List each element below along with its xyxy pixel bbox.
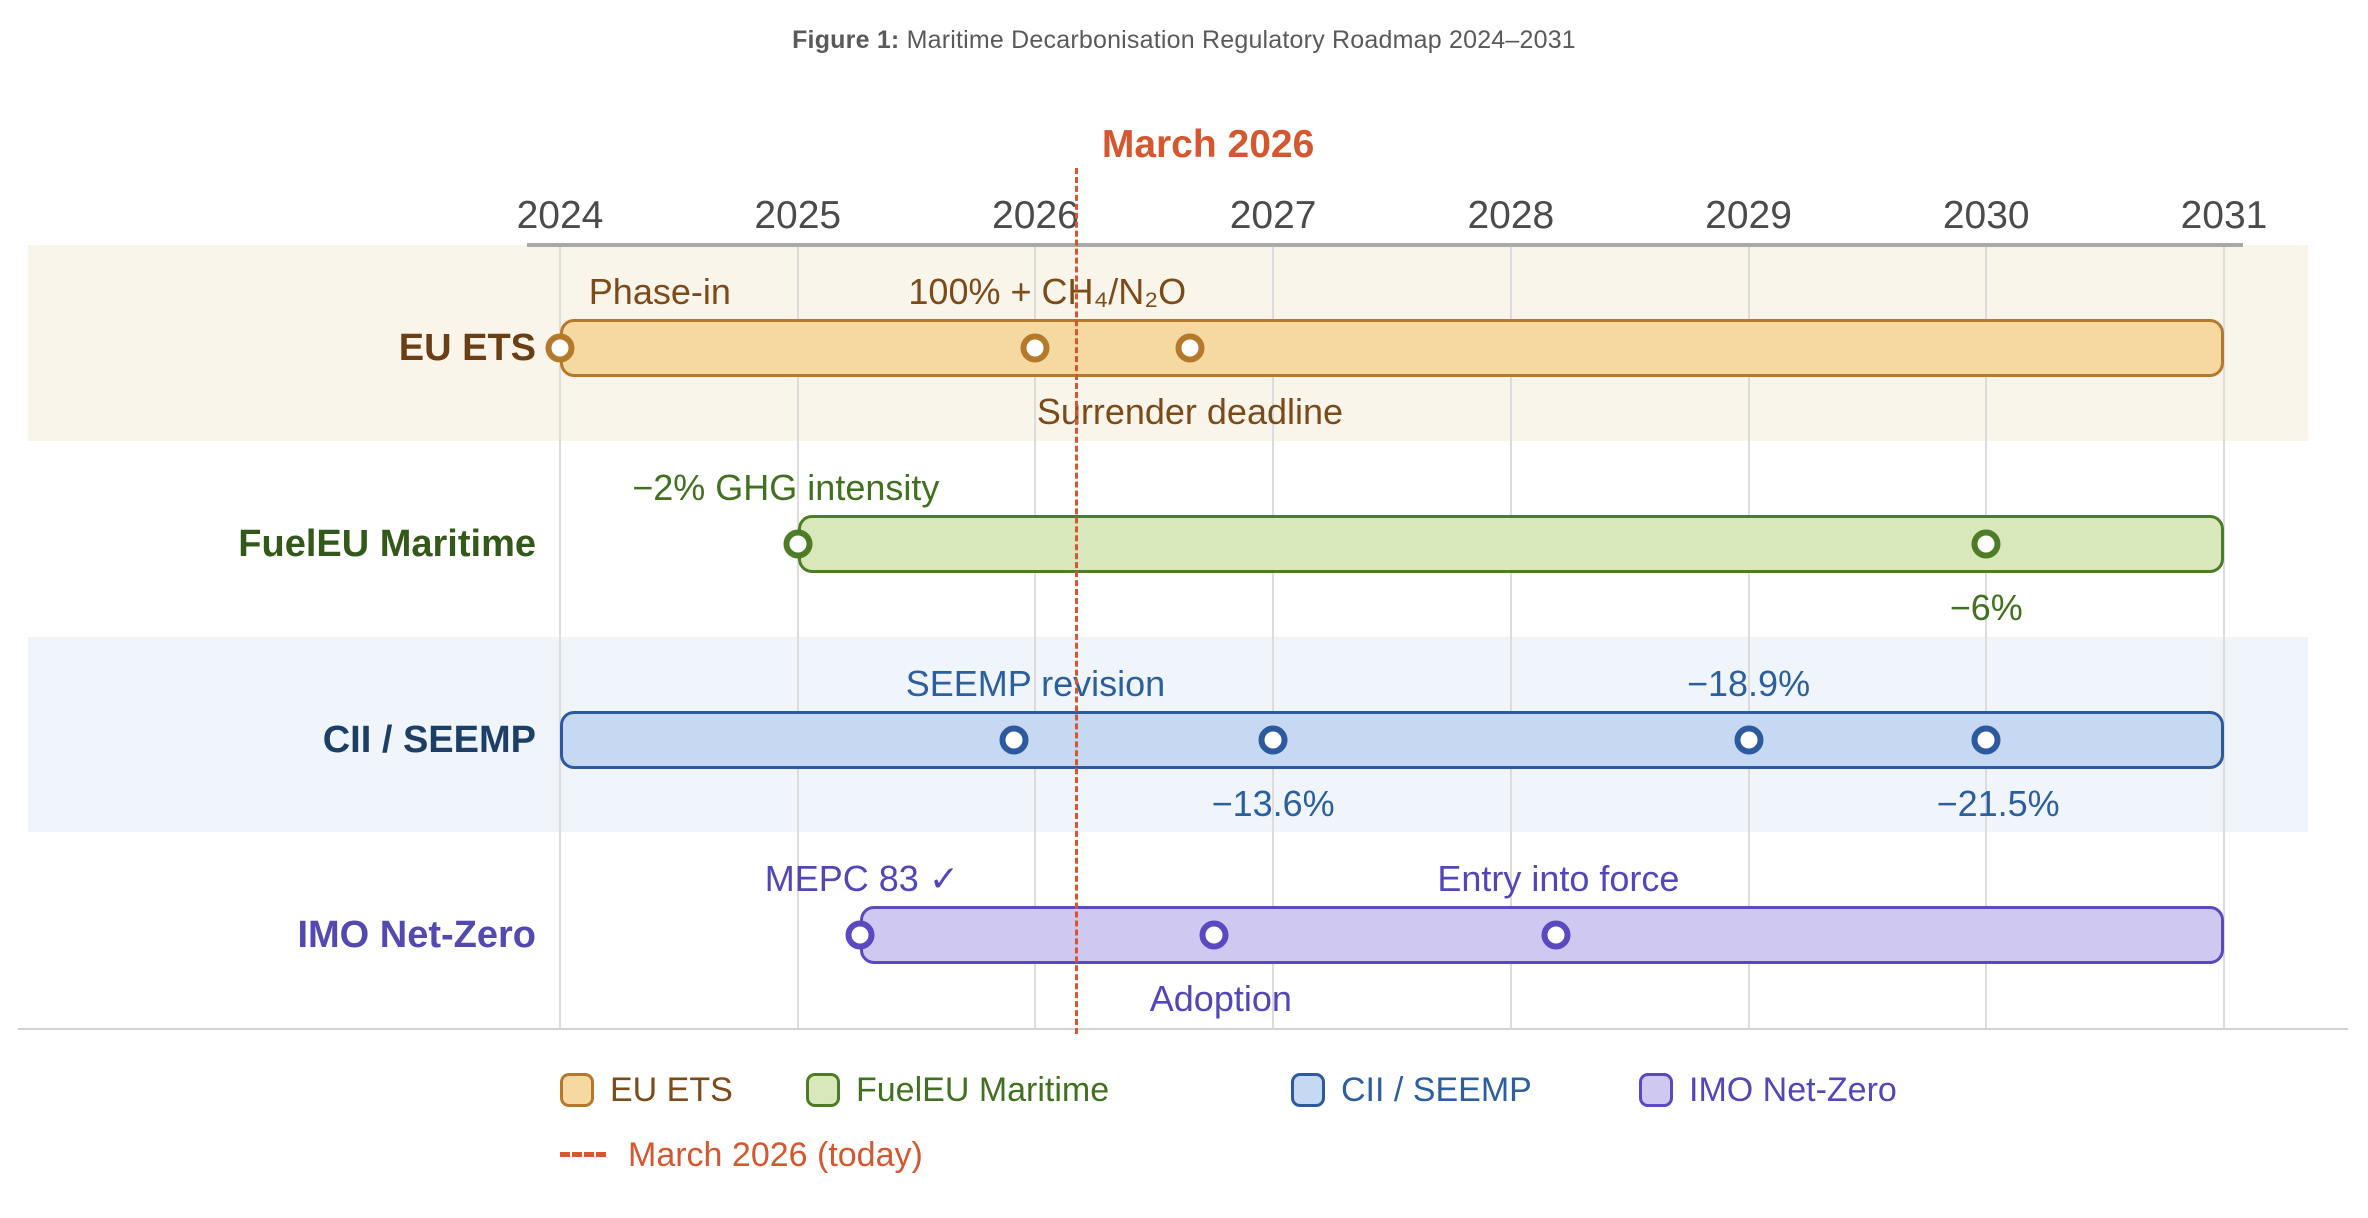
annotation: 100% + CH₄/N₂O	[908, 271, 1187, 312]
milestone-marker	[783, 529, 813, 559]
year-tick-label: 2030	[1942, 194, 2030, 237]
legend-swatch-3	[1291, 1073, 1325, 1107]
milestone-marker	[1541, 920, 1571, 950]
annotation: −13.6%	[1211, 782, 1335, 824]
annotation: MEPC 83 ✓	[764, 858, 960, 900]
timeline-bar	[560, 319, 2224, 377]
year-tick-label: 2024	[516, 194, 604, 237]
annotation: Adoption	[1149, 978, 1292, 1020]
year-tick-label: 2027	[1229, 194, 1317, 237]
gridline	[1985, 247, 1988, 1028]
row-label: FuelEU Maritime	[238, 522, 536, 565]
annotation: Surrender deadline	[1036, 391, 1344, 432]
year-tick-label: 2031	[2180, 194, 2268, 237]
year-tick-label: 2026	[992, 194, 1079, 237]
milestone-marker	[1971, 529, 2001, 559]
annotation: −6%	[1949, 586, 2023, 628]
timeline-bar	[797, 514, 2224, 573]
milestone-marker	[1734, 725, 1764, 754]
legend-swatch-4	[1639, 1073, 1673, 1107]
gridline	[1509, 247, 1512, 1028]
gridline	[1034, 247, 1037, 1028]
row-label: CII / SEEMP	[322, 718, 536, 761]
legend-item-label: FuelEU Maritime	[856, 1071, 1110, 1109]
annotation: −18.9%	[1686, 662, 1811, 704]
legend-swatch-2	[806, 1073, 840, 1107]
year-tick-label: 2029	[1705, 194, 1792, 237]
milestone-marker	[1020, 333, 1050, 363]
milestone-marker	[1971, 725, 2001, 754]
today-label: March 2026	[1101, 123, 1315, 166]
annotation: SEEMP revision	[905, 662, 1166, 704]
gridline	[1747, 247, 1750, 1028]
gridline	[559, 247, 561, 1028]
legend-item-label: EU ETS	[610, 1071, 733, 1109]
legend-today-label: March 2026 (today)	[628, 1136, 923, 1174]
milestone-marker	[545, 333, 575, 363]
legend-item-label: IMO Net-Zero	[1689, 1071, 1897, 1109]
axis-top-line	[527, 243, 2243, 247]
legend-swatch-1	[560, 1073, 594, 1107]
milestone-marker	[1199, 920, 1229, 950]
milestone-marker	[845, 920, 874, 950]
gridline	[1272, 247, 1275, 1028]
annotation: Entry into force	[1437, 858, 1680, 900]
today-line	[1074, 168, 1078, 1034]
axis-bottom-line	[18, 1028, 2348, 1030]
figure-title: Figure 1: Maritime Decarbonisation Regul…	[0, 26, 2368, 55]
milestone-marker	[999, 725, 1029, 754]
gridline	[2222, 247, 2225, 1028]
annotation: −2% GHG intensity	[632, 466, 940, 508]
milestone-marker	[1258, 725, 1288, 754]
year-tick-label: 2025	[754, 194, 842, 237]
today-dash-legend-icon	[560, 1152, 606, 1157]
annotation: −21.5%	[1936, 782, 2060, 824]
annotation: Phase-in	[588, 271, 731, 312]
timeline-bar	[560, 710, 2224, 769]
legend-item-label: CII / SEEMP	[1341, 1071, 1532, 1109]
figure-title-prefix: Figure 1:	[792, 26, 900, 54]
year-tick-label: 2028	[1467, 194, 1555, 237]
row-label: IMO Net-Zero	[297, 914, 536, 957]
milestone-marker	[1175, 333, 1205, 363]
row-label: EU ETS	[398, 327, 536, 369]
gridline	[796, 247, 799, 1028]
figure-title-text: Maritime Decarbonisation Regulatory Road…	[899, 26, 1576, 54]
